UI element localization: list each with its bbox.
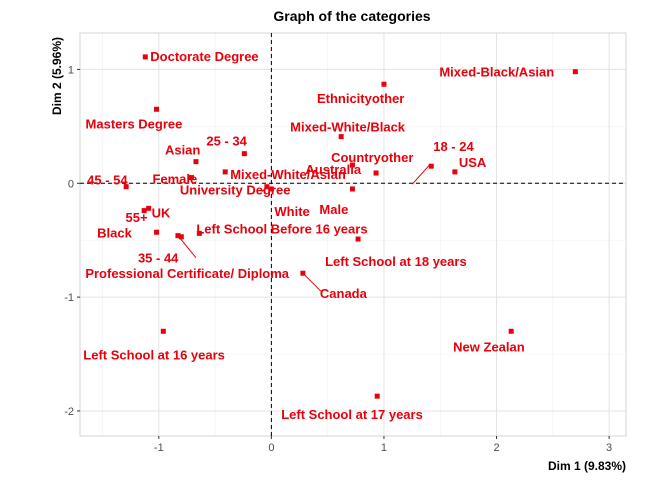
category-point [196,230,202,236]
category-label: 25 - 34 [206,134,247,149]
category-point [160,328,166,334]
category-label: Male [319,202,348,217]
y-axis-title: Dim 2 (5.96%) [50,37,64,115]
category-labels: Doctorate Degree Ethnicityother Mixed-Blac… [83,49,554,422]
category-label: Ethnicityother [317,91,404,106]
category-point [123,184,129,190]
category-point [154,229,160,235]
category-point [142,54,148,60]
category-label: Canada [320,286,368,301]
category-label: Mixed-Black/Asian [439,65,554,80]
y-tick-label: -2 [64,406,74,418]
category-label: 35 - 44 [138,251,179,266]
category-label: Mixed-White/Black [290,120,406,135]
category-label: University Degree [180,183,291,198]
category-label: Australia [305,162,361,177]
category-label: Left School at 17 years [281,407,423,422]
category-label: Female [152,172,197,187]
plot-panel-border [79,32,627,437]
category-point [141,208,147,214]
x-tick-label: 1 [381,442,387,454]
category-point [268,186,274,192]
category-label: 45 - 54 [87,173,128,188]
category-label: Asian [165,143,200,158]
x-tick-label: 0 [268,442,274,454]
minor-gridlines [80,33,626,436]
label-connector-line [411,163,431,185]
category-label: 18 - 24 [433,139,474,154]
category-point [178,234,184,240]
x-tick-label: 2 [493,442,499,454]
category-point [222,169,228,175]
category-label: Left School at 18 years [325,254,467,269]
y-tick-label: -1 [64,292,74,304]
x-axis-ticks: -1 0 1 2 3 [154,436,612,454]
y-tick-label: 0 [68,178,74,190]
category-label: Black [97,226,132,241]
category-label: Professional Certificate/ Diploma [85,266,289,281]
category-point [508,328,514,334]
category-label: Left School at 16 years [83,347,225,362]
category-label: 55+ [126,210,148,225]
category-point [355,236,361,242]
category-label: New Zealan [453,339,525,354]
category-point [175,233,181,239]
category-point [300,270,306,276]
category-points [123,54,578,399]
category-point [264,184,270,190]
category-point [193,159,199,165]
category-label: Masters Degree [86,116,183,131]
category-label: UK [152,205,171,220]
y-tick-label: 1 [68,64,74,76]
category-label: Left School Before 16 years [196,221,367,236]
category-point [154,106,160,112]
reference-lines [80,33,626,436]
category-label: USA [459,155,487,170]
category-point [374,393,380,399]
category-label: Doctorate Degree [150,49,258,64]
x-tick-label: -1 [154,442,164,454]
category-label: White [274,204,309,219]
category-point [338,134,344,140]
category-point [349,162,355,168]
category-point [452,169,458,175]
label-connector-line [177,235,197,258]
x-axis-title: Dim 1 (9.83%) [548,459,626,473]
chart-title: Graph of the categories [273,8,430,24]
category-point [349,186,355,192]
label-connector-line [302,272,322,292]
category-label: Countryother [331,150,413,165]
category-point [188,175,194,181]
category-point [241,151,247,157]
category-point [428,163,434,169]
category-point [373,170,379,176]
category-point [146,205,152,211]
category-point [572,69,578,75]
major-gridlines [80,33,626,436]
category-label: Mixed-White/Asian [230,167,346,182]
y-axis-ticks: -2 -1 0 1 [64,64,80,418]
category-point [381,81,387,87]
x-tick-label: 3 [606,442,612,454]
